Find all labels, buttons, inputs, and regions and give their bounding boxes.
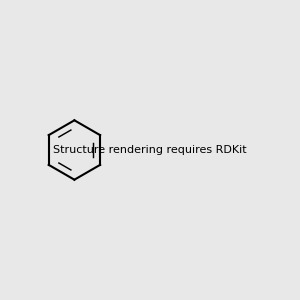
- Text: Structure rendering requires RDKit: Structure rendering requires RDKit: [53, 145, 247, 155]
